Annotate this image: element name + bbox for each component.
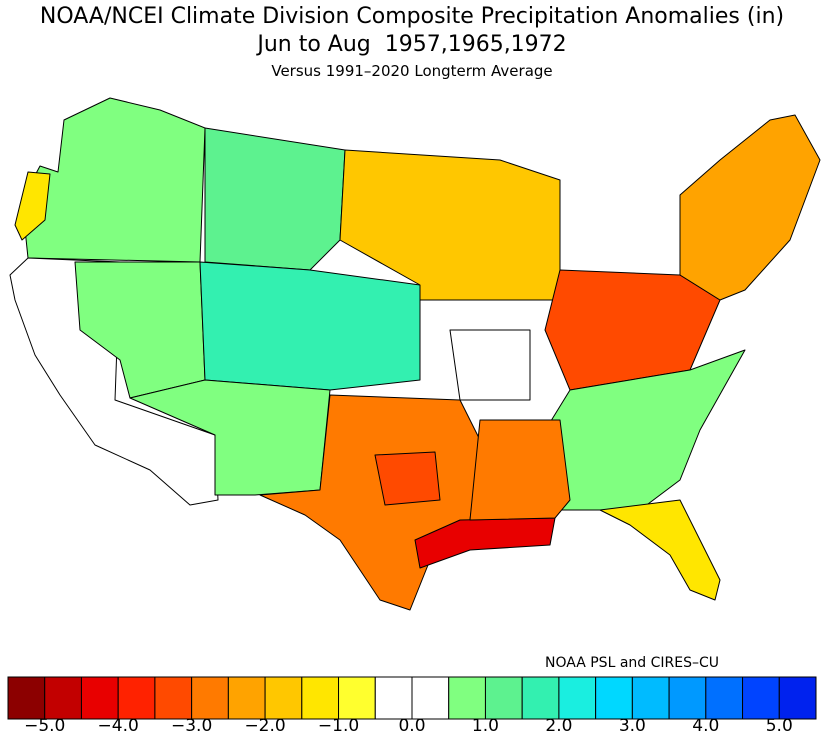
scale-swatch: [264, 676, 303, 720]
us-climate-division-map: [9, 97, 821, 611]
region-northeast: [679, 114, 821, 301]
region-pacific-northwest: [21, 97, 206, 263]
scale-swatch: [7, 676, 46, 720]
scale-swatch: [558, 676, 597, 720]
scale-tick-label: 0.0: [398, 716, 426, 736]
region-gulf-coast: [414, 517, 556, 569]
scale-tick-label: 2.0: [545, 716, 573, 736]
region-northern-rockies-plains: [204, 127, 346, 271]
scale-swatch: [117, 676, 156, 720]
scale-swatch: [227, 676, 266, 720]
scale-tick-label: −1.0: [317, 716, 360, 736]
color-scale-bar: [7, 676, 817, 720]
scale-tick-label: 4.0: [692, 716, 720, 736]
scale-swatch: [705, 676, 744, 720]
scale-swatch: [742, 676, 780, 720]
credit-label: NOAA PSL and CIRES–CU: [545, 655, 719, 671]
map-title: NOAA/NCEI Climate Division Composite Pre…: [39, 4, 785, 29]
scale-swatch: [44, 676, 82, 720]
region-central-mississippi: [449, 329, 531, 401]
scale-swatch: [484, 676, 523, 720]
region-central-rockies: [199, 261, 421, 391]
scale-swatch: [191, 676, 229, 720]
region-california-great-basin: [9, 257, 219, 506]
map-subtitle-period: Jun to Aug 1957,1965,1972: [257, 32, 567, 57]
scale-swatch: [374, 676, 413, 720]
scale-tick-label: −3.0: [170, 716, 213, 736]
scale-swatch: [411, 676, 450, 720]
scale-swatch: [778, 676, 817, 720]
scale-swatch: [154, 676, 193, 720]
region-florida: [599, 499, 721, 601]
scale-swatch: [595, 676, 633, 720]
scale-tick-label: −5.0: [24, 716, 66, 736]
map-subtitle-baseline: Versus 1991–2020 Longterm Average: [271, 62, 553, 80]
scale-tick-label: −4.0: [97, 716, 139, 736]
region-texas-interior: [374, 451, 441, 506]
region-oregon-coast: [14, 171, 51, 241]
scale-swatch: [338, 676, 376, 720]
scale-swatch: [301, 676, 340, 720]
scale-swatch: [521, 676, 560, 720]
region-upper-midwest: [339, 149, 561, 301]
scale-tick-label: −2.0: [244, 716, 286, 736]
scale-swatch: [80, 676, 119, 720]
scale-swatch: [631, 676, 670, 720]
scale-tick-label: 1.0: [471, 716, 499, 736]
scale-swatch: [668, 676, 707, 720]
scale-tick-label: 5.0: [765, 716, 793, 736]
region-deep-south: [469, 419, 571, 521]
scale-swatch: [448, 676, 486, 720]
scale-tick-label: 3.0: [618, 716, 646, 736]
